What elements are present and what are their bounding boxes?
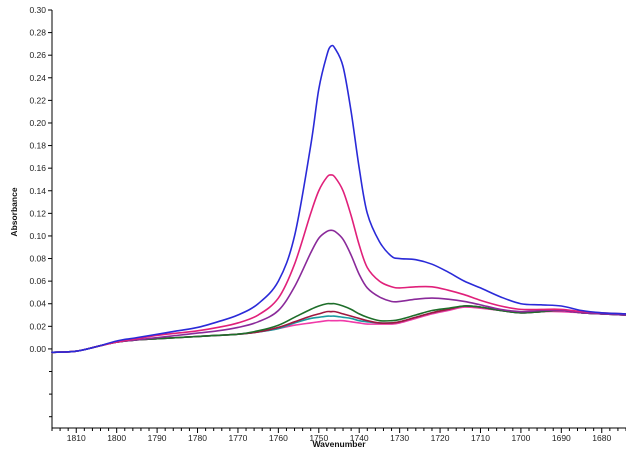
y-tick-label: 0.28 xyxy=(29,28,46,38)
y-tick-label: 0.00 xyxy=(29,344,46,354)
x-tick-label: 1800 xyxy=(107,433,126,443)
y-tick-label: 0.14 xyxy=(29,186,46,196)
series-line-4 xyxy=(51,302,626,354)
x-axis: 1810 1800 1790 1780 1770 1760 1750 1740 1730 1720… xyxy=(51,427,626,443)
x-tick-label: 1730 xyxy=(390,433,409,443)
y-ticks: 0.30 0.28 0.26 0.24 0.22 0.20 0.18 0.16 0.14 0.12… xyxy=(29,5,52,418)
x-tick-label: 1760 xyxy=(269,433,288,443)
y-tick-label: 0.22 xyxy=(29,95,46,105)
y-axis: 0.30 0.28 0.26 0.24 0.22 0.20 0.18 0.16 0.14 0.12… xyxy=(29,5,53,428)
x-tick-label: 1710 xyxy=(471,433,490,443)
y-tick-label: 0.26 xyxy=(29,50,46,60)
x-tick-label: 1680 xyxy=(592,433,611,443)
y-axis-title: Absorbance xyxy=(9,187,19,236)
y-tick-label: 0.20 xyxy=(29,118,46,128)
series-line-3 xyxy=(51,229,626,354)
x-tick-label: 1750 xyxy=(309,433,328,443)
y-tick-label: 0.02 xyxy=(29,321,46,331)
x-tick-label: 1700 xyxy=(511,433,530,443)
x-tick-label: 1770 xyxy=(228,433,247,443)
y-tick-label: 0.18 xyxy=(29,141,46,151)
series-group xyxy=(51,44,626,354)
x-tick-label: 1720 xyxy=(431,433,450,443)
y-tick-label: 0.10 xyxy=(29,231,46,241)
x-tick-label: 1790 xyxy=(148,433,167,443)
series-line-2 xyxy=(51,174,626,354)
y-tick-label: 0.04 xyxy=(29,299,46,309)
x-tick-label: 1740 xyxy=(350,433,369,443)
y-tick-label: 0.12 xyxy=(29,208,46,218)
y-tick-label: 0.06 xyxy=(29,276,46,286)
y-tick-label: 0.08 xyxy=(29,254,46,264)
series-line-1 xyxy=(51,44,626,354)
x-tick-label: 1810 xyxy=(67,433,86,443)
series-line-7 xyxy=(51,306,626,354)
x-ticks: 1810 1800 1790 1780 1770 1760 1750 1740 1730 1720… xyxy=(51,428,626,443)
series-line-5 xyxy=(51,305,626,354)
y-tick-label: 0.30 xyxy=(29,5,46,15)
x-tick-label: 1690 xyxy=(552,433,571,443)
x-tick-label: 1780 xyxy=(188,433,207,443)
x-axis-title: Wavenumber xyxy=(312,439,366,449)
y-tick-label: 0.16 xyxy=(29,163,46,173)
y-tick-label: 0.24 xyxy=(29,73,46,83)
